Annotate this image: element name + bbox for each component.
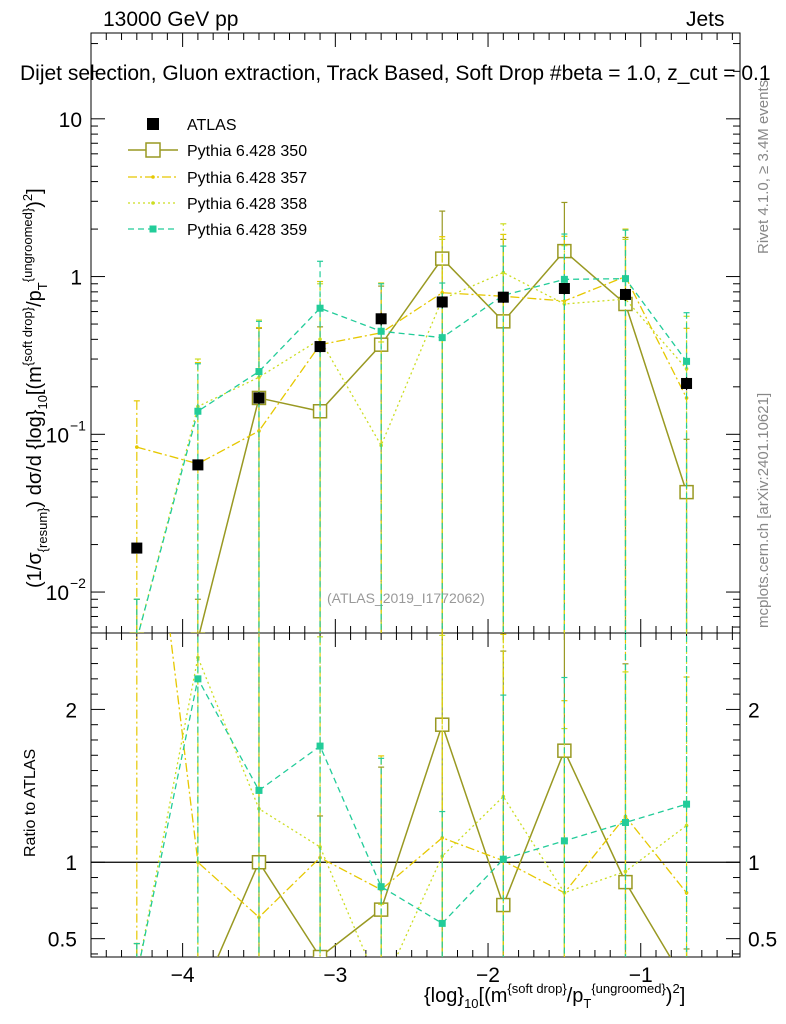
- x-tick-label: −2: [476, 964, 500, 987]
- xlabel-part: {ungroomed}: [591, 981, 666, 996]
- ratio-frame: [90, 632, 741, 958]
- main-series-group: [129, 201, 694, 633]
- xlabel-part: ]: [679, 985, 686, 1007]
- ratio-line-py359: [139, 676, 687, 957]
- ratio-point-py359: [194, 675, 202, 683]
- ratio-point-py359: [133, 972, 140, 979]
- ratio-line-py357: [169, 633, 688, 919]
- ratio-point-py359: [255, 786, 263, 794]
- ratio-series-group: [130, 356, 693, 1009]
- data-point-py358: [684, 367, 689, 371]
- y-tick-label: 10: [46, 424, 69, 447]
- ratio-point-py359: [316, 742, 324, 750]
- data-point-py359: [560, 275, 568, 283]
- ratio-tick-label: 2: [65, 699, 77, 722]
- series-line-py357: [136, 275, 688, 465]
- data-point-py359: [621, 275, 629, 283]
- y-tick-label: 1: [70, 267, 82, 290]
- y-tick-label: 10: [46, 582, 69, 605]
- plot-title: Dijet selection, Gluon extraction, Track…: [20, 62, 771, 85]
- legend-marker-py350: [145, 142, 161, 158]
- ratio-point-py358: [623, 869, 628, 874]
- ratio-point-py359: [377, 883, 385, 891]
- xlabel-part: {log}: [424, 985, 465, 1007]
- x-tick-label: −3: [323, 964, 347, 987]
- legend-label-py350: Pythia 6.428 350: [187, 143, 307, 160]
- x-axis-label: {log}10[(m{soft drop}/pT{ungroomed})2]: [424, 981, 686, 1011]
- ratio-point-py350: [130, 969, 143, 982]
- atlas-data-point: [131, 542, 143, 554]
- series-line-py350: [198, 250, 688, 633]
- data-point-py359: [438, 334, 446, 342]
- ratio-point-py350: [680, 978, 693, 991]
- ratio-line-py358: [139, 655, 687, 957]
- ratio-line-py350: [216, 722, 672, 957]
- atlas-data-point: [497, 291, 509, 303]
- data-point-py359: [316, 304, 324, 312]
- y-tick-exponent: −1: [70, 417, 86, 433]
- legend-label-py359: Pythia 6.428 359: [187, 222, 307, 239]
- xlabel-part: T: [583, 996, 592, 1011]
- atlas-data-point: [558, 283, 570, 295]
- legend-marker-py357: [151, 175, 155, 179]
- legend-marker-py359: [149, 225, 157, 233]
- ratio-point-py359: [560, 837, 568, 845]
- xlabel-part: 2: [672, 981, 680, 996]
- data-point-py358: [501, 270, 506, 275]
- watermark-label: (ATLAS_2019_I1772062): [327, 590, 485, 606]
- legend-marker-py358: [151, 201, 155, 205]
- ratio-point-py357: [135, 356, 139, 360]
- legend-marker-atlas: [147, 118, 159, 130]
- ratio-tick-label-right: 1: [748, 852, 760, 875]
- ratio-tick-label-right: 2: [748, 699, 760, 722]
- xlabel-part: {soft drop}: [507, 981, 567, 996]
- atlas-data-point: [192, 459, 204, 471]
- ratio-point-py359: [621, 819, 629, 827]
- atlas-data-point: [619, 288, 631, 300]
- atlas-data-point: [375, 313, 387, 325]
- ratio-point-py357: [440, 835, 445, 840]
- data-point-py357: [440, 290, 445, 295]
- data-point-py359: [683, 357, 691, 365]
- legend-label-atlas: ATLAS: [187, 117, 237, 134]
- legend-label-py357: Pythia 6.428 357: [187, 170, 307, 187]
- data-point-py357: [135, 445, 139, 449]
- series-line-py359: [137, 277, 688, 633]
- xlabel-part: 10: [464, 996, 479, 1011]
- data-point-py359: [255, 368, 263, 376]
- atlas-data-point: [253, 392, 265, 404]
- energy-label: 13000 GeV pp: [103, 8, 239, 31]
- ratio-point-py359: [499, 855, 507, 863]
- atlas-data-point: [436, 296, 448, 308]
- data-point-py358: [318, 337, 322, 342]
- x-tick-label: −1: [629, 964, 653, 987]
- legend-label-py358: Pythia 6.428 358: [187, 196, 307, 213]
- ratio-point-py358: [135, 974, 139, 978]
- category-label: Jets: [686, 8, 725, 31]
- ratio-point-py358: [684, 823, 689, 828]
- ratio-point-py359: [438, 919, 446, 927]
- ratio-tick-label-right: 0.5: [748, 929, 777, 952]
- ratio-point-py350: [191, 996, 204, 1009]
- xlabel-part: [(m: [478, 985, 508, 1007]
- ratio-point-py358: [379, 989, 383, 993]
- data-point-py358: [562, 302, 567, 306]
- x-tick-label: −4: [171, 964, 195, 987]
- series-line-py358: [137, 271, 688, 633]
- atlas-data-point: [681, 377, 693, 389]
- xlabel-part: ): [665, 985, 673, 1007]
- ratio-tick-label: 0.5: [48, 929, 77, 952]
- ratio-tick-label: 1: [65, 852, 77, 875]
- xlabel-part: /p: [566, 985, 584, 1007]
- title-clip: Dijet selection, Gluon extraction, Track…: [20, 62, 786, 92]
- y-tick-label: 10: [59, 109, 82, 132]
- y-tick-exponent: −2: [70, 575, 86, 591]
- data-point-py359: [194, 407, 202, 415]
- atlas-data-point: [314, 341, 326, 353]
- ratio-point-py359: [683, 800, 691, 808]
- data-point-py359: [377, 327, 385, 335]
